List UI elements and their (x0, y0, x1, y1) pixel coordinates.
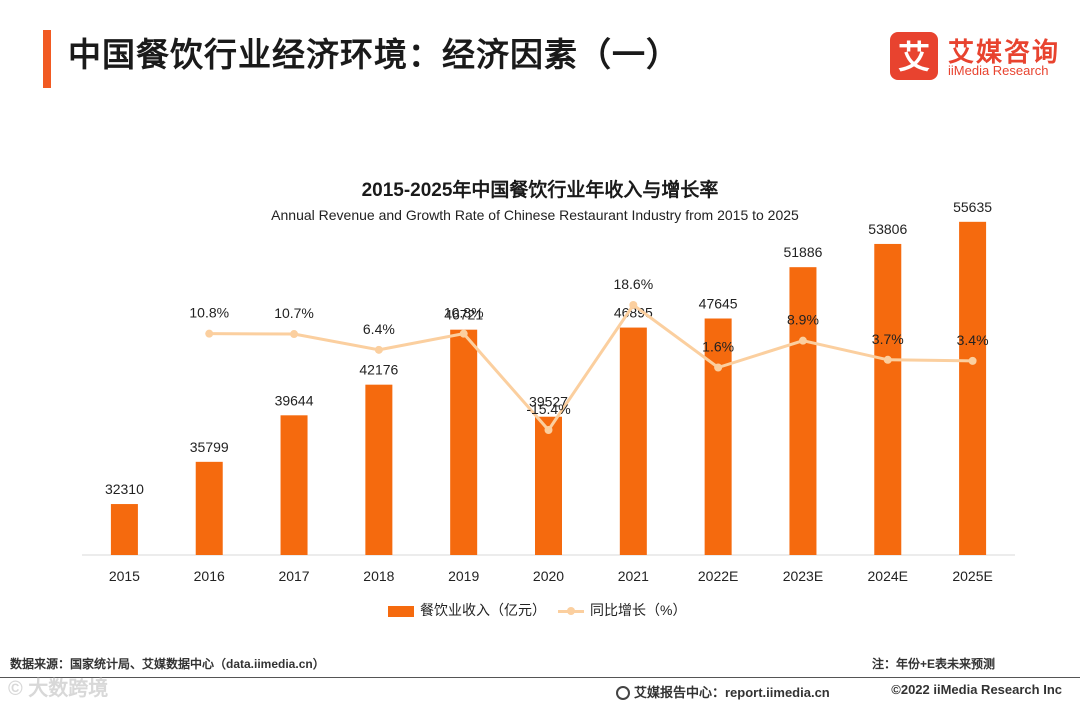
data-source: 数据来源：国家统计局、艾媒数据中心（data.iimedia.cn） (10, 657, 325, 671)
legend-item-revenue[interactable]: 餐饮业收入（亿元） (388, 600, 546, 620)
logo-subtitle: iiMedia Research (948, 63, 1049, 78)
bar-label-2023E: 51886 (783, 244, 822, 260)
x-tick-2023E: 2023E (783, 568, 823, 584)
forecast-note: 注：年份+E表未来预测 (871, 657, 995, 671)
bar-2018 (365, 384, 393, 555)
growth-point-2022E (714, 363, 723, 372)
growth-point-2017 (290, 330, 299, 339)
bar-2016 (195, 461, 223, 555)
bar-2025E (959, 221, 987, 555)
growth-point-2025E (968, 356, 977, 365)
logo-mark-icon: 艾 (890, 32, 938, 80)
report-center-text: 艾媒报告中心：report.iimedia.cn (634, 685, 830, 700)
bar-2019 (450, 329, 478, 555)
bar-2023E (789, 267, 817, 555)
x-tick-2017: 2017 (278, 568, 309, 584)
globe-icon (616, 686, 630, 700)
growth-label-2025E: 3.4% (957, 332, 989, 348)
growth-label-2018: 6.4% (363, 321, 395, 337)
growth-point-2016 (205, 329, 214, 338)
bar-label-2024E: 53806 (868, 221, 907, 237)
x-tick-2024E: 2024E (868, 568, 908, 584)
growth-point-2020 (544, 426, 553, 434)
legend-bar-swatch (388, 605, 414, 617)
growth-point-2019 (459, 329, 468, 338)
x-tick-2019: 2019 (448, 568, 479, 584)
bar-2024E (874, 243, 902, 556)
watermark: © 大数跨境 (8, 678, 109, 700)
bar-label-2017: 39644 (275, 392, 314, 408)
legend-label-revenue: 餐饮业收入（亿元） (420, 602, 546, 618)
title-accent-bar (43, 30, 51, 88)
legend-line-swatch (558, 606, 584, 617)
growth-point-2023E (798, 336, 807, 345)
growth-label-2023E: 8.9% (787, 312, 819, 328)
bar-label-2016: 35799 (190, 439, 229, 455)
growth-label-2016: 10.8% (189, 305, 229, 321)
footer-divider (0, 677, 1080, 678)
bar-2015 (110, 504, 138, 555)
growth-label-2022E: 1.6% (702, 339, 734, 355)
growth-label-2024E: 3.7% (872, 331, 904, 347)
legend-item-growth[interactable]: 同比增长（%） (558, 600, 686, 620)
logo-glyph: 艾 (898, 38, 930, 76)
x-tick-2020: 2020 (533, 568, 564, 584)
x-tick-2022E: 2022E (698, 568, 738, 584)
revenue-growth-chart: 32310 2015 35799 2016 39644 2017 42176 2018 4672… (82, 199, 1015, 584)
growth-point-2024E (883, 355, 892, 364)
copyright: ©2022 iiMedia Research Inc (891, 682, 1062, 697)
bar-label-2020: 39527 (529, 394, 568, 410)
growth-point-2018 (374, 345, 383, 354)
chart-title: 2015-2025年中国餐饮行业年收入与增长率 (361, 180, 719, 201)
x-tick-2016: 2016 (194, 568, 225, 584)
bar-2021 (619, 327, 647, 555)
bar-label-2018: 42176 (359, 362, 398, 378)
bar-label-2021: 46895 (614, 305, 653, 321)
chart-subtitle: Annual Revenue and Growth Rate of Chines… (271, 207, 799, 223)
growth-label-2020: -15.4% (526, 401, 570, 417)
page-title: 中国餐饮行业经济环境：经济因素（一） (68, 36, 680, 73)
bar-2020 (535, 416, 562, 555)
bar-label-2019: 46721 (444, 307, 483, 323)
x-tick-2015: 2015 (109, 568, 140, 584)
report-center-link[interactable]: 艾媒报告中心：report.iimedia.cn (616, 682, 830, 701)
x-tick-2018: 2018 (363, 568, 394, 584)
growth-label-2021: 18.6% (613, 276, 653, 292)
bar-2022E (704, 318, 732, 555)
bar-label-2025E: 55635 (953, 199, 992, 215)
growth-label-2017: 10.7% (274, 305, 314, 321)
x-tick-2025E: 2025E (952, 568, 992, 584)
growth-label-2019: 10.8% (444, 305, 484, 321)
bar-label-2022E: 47645 (699, 295, 738, 311)
x-tick-2021: 2021 (618, 568, 649, 584)
iimedia-logo[interactable]: 艾 艾媒咨询 iiMedia Research (890, 32, 1070, 82)
growth-line (209, 302, 973, 433)
legend-label-growth: 同比增长（%） (590, 602, 687, 618)
bar-2017 (280, 415, 308, 555)
growth-point-2021 (629, 301, 638, 309)
bar-label-2015: 32310 (105, 481, 144, 497)
logo-name: 艾媒咨询 (948, 37, 1061, 67)
